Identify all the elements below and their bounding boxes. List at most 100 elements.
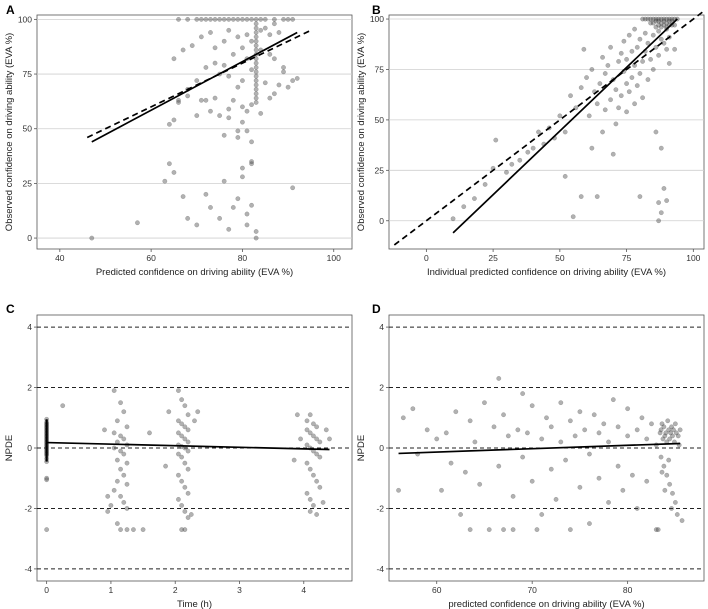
data-point [217,113,223,118]
data-point [563,457,568,463]
data-point [176,472,181,478]
data-point [194,16,200,22]
data-point [262,25,268,31]
data-point [666,16,672,22]
data-point [578,85,584,91]
data-point [458,512,463,517]
data-point [235,16,241,22]
y-tick-label: 2 [379,383,384,393]
data-point [267,32,273,38]
data-point [674,512,680,517]
data-point [253,229,259,234]
data-point [653,16,659,22]
data-point [548,466,554,472]
data-point [253,25,259,31]
data-point [400,415,406,421]
data-point [578,194,584,199]
data-point [185,16,191,22]
data-point [642,30,648,36]
y-tick-label: 0 [379,216,384,226]
data-point [505,433,511,439]
data-point [226,106,232,112]
data-point [577,409,583,415]
data-point [317,454,323,460]
regression-line [452,18,678,234]
x-tick-label: 60 [432,585,442,595]
data-point [235,135,241,140]
data-point [582,427,588,433]
x-axis-title: Individual predicted confidence on drivi… [427,267,666,278]
data-point [548,424,554,430]
data-point [610,397,616,403]
data-point [262,16,268,22]
data-point [314,512,320,517]
data-point [262,80,268,86]
data-point [323,427,329,433]
data-point [634,44,640,50]
data-point [653,24,659,30]
data-point [610,151,616,157]
data-point [314,478,320,484]
panel-a: A 0 25 50 75 100 40 60 80 100 Predicted confidence… [4,3,353,278]
x-axis-title: Predicted confidence on driving ability … [96,267,293,278]
data-point [276,30,282,35]
data-point [613,87,619,93]
data-point [244,108,250,114]
data-point [194,222,200,228]
data-point [212,16,218,22]
data-point [311,421,316,427]
data-point [194,113,200,118]
data-point [624,109,629,115]
data-point [180,194,186,199]
data-point [203,191,209,197]
data-point [562,173,568,179]
data-point [147,430,152,436]
data-point [496,376,502,381]
data-point [185,490,191,496]
data-point [568,93,573,99]
data-point [180,47,186,53]
data-point [601,421,607,427]
data-point [656,16,662,22]
data-point [653,18,659,24]
data-point [281,65,286,70]
data-point [166,409,172,415]
data-point [244,211,250,217]
data-point [182,527,188,533]
x-tick-label: 60 [146,253,156,263]
data-point [632,26,637,32]
x-tick-label: 4 [301,585,306,595]
trend-line [46,441,330,451]
data-point [589,145,595,151]
data-point [509,161,515,167]
data-point [621,38,627,44]
data-point [664,198,670,203]
data-point [525,430,530,436]
data-point [608,97,613,103]
identity-line [393,10,705,246]
data-point [179,527,185,533]
data-point [517,157,523,163]
data-point [240,16,245,22]
data-point [520,391,526,396]
data-point [510,493,516,499]
data-point [307,466,313,472]
data-point [675,433,681,439]
y-tick-label: 0 [379,443,384,453]
data-point [267,95,273,101]
data-point [648,56,654,62]
data-point [589,67,595,72]
data-point [307,430,313,436]
data-point [602,71,608,76]
data-point [176,496,181,502]
data-point [176,451,181,457]
x-tick-label: 80 [623,585,633,595]
data-point [667,481,673,487]
data-point [670,490,675,496]
y-tick-label: -2 [24,503,32,513]
data-point [166,161,172,167]
data-point [271,21,277,27]
data-point [656,28,662,34]
data-point [271,16,277,22]
data-point [253,235,259,241]
